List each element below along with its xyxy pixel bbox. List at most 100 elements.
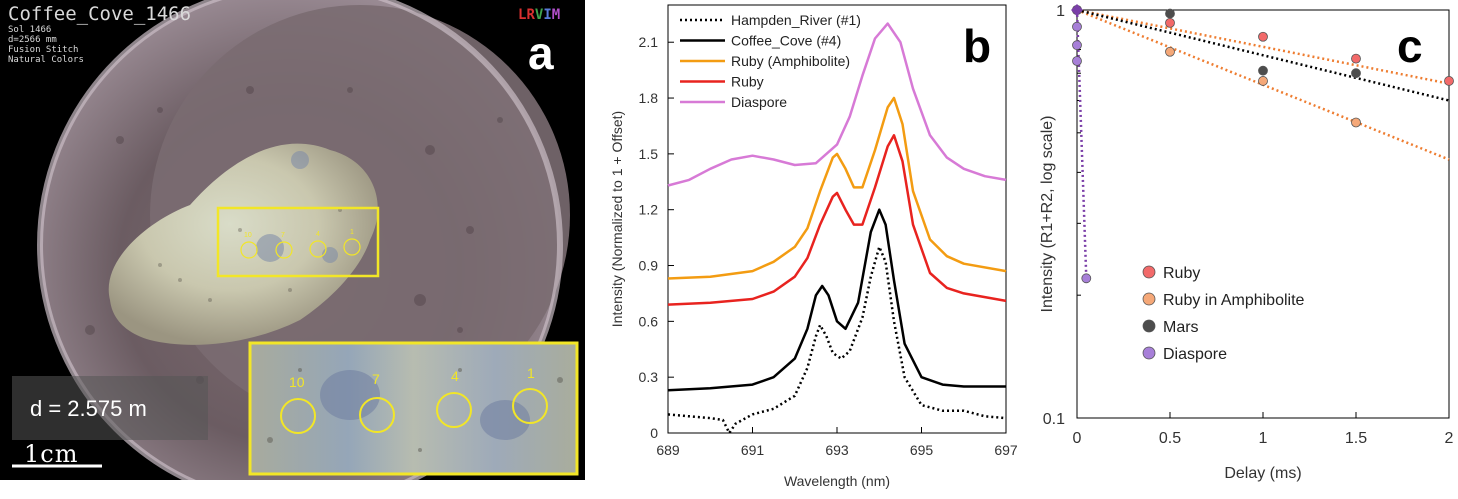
inset-point-4 xyxy=(436,392,472,428)
scale-label: 1cm xyxy=(24,440,79,468)
box-point-10 xyxy=(240,241,258,259)
legend-marker-c xyxy=(1142,265,1156,279)
mosaic-photo: 10 7 4 1 10 7 4 1 xyxy=(12,0,579,480)
distance-label-bg xyxy=(12,376,208,440)
logo-letter: I xyxy=(543,7,552,23)
data-point-c xyxy=(1165,8,1175,19)
plot-frame-b xyxy=(667,4,1007,434)
inset-point-7 xyxy=(359,397,395,433)
image-title: Coffee_Cove_1466 xyxy=(8,3,192,25)
x-tick-label-c: 2 xyxy=(1445,430,1454,447)
logo-letter: L xyxy=(518,7,527,23)
inset-point-label: 7 xyxy=(372,371,380,387)
y-tick-label-b: 0.9 xyxy=(639,258,659,274)
data-point-c xyxy=(1351,53,1361,64)
inset-point-1 xyxy=(512,388,548,424)
data-point-c xyxy=(1072,21,1082,32)
data-point-c xyxy=(1072,5,1082,15)
x-tick-label-b: 693 xyxy=(825,442,849,458)
legend-label-c: Mars xyxy=(1163,319,1199,336)
y-axis-label-c: Intensity (R1+R2, log scale) xyxy=(1039,116,1056,313)
box-point-7 xyxy=(275,241,293,259)
legend-label-c: Diaspore xyxy=(1163,346,1227,363)
series-line-b xyxy=(667,208,1006,392)
data-point-c xyxy=(1072,5,1082,15)
data-point-c xyxy=(1258,65,1268,76)
box-point-label: 4 xyxy=(316,231,320,238)
series-line-b xyxy=(667,245,1007,435)
logo-letter: R xyxy=(526,7,535,23)
plot-frame-c xyxy=(1076,9,1450,419)
data-point-c xyxy=(1258,76,1268,86)
inset-point-10 xyxy=(280,398,316,434)
box-point-label: 1 xyxy=(350,229,354,236)
trendline-c xyxy=(1075,9,1088,279)
info-distance: d=2566 mm xyxy=(8,35,57,45)
data-point-c xyxy=(1072,56,1082,66)
y-tick-label-b: 1.2 xyxy=(639,202,659,218)
y-tick-label-b: 0 xyxy=(650,425,658,441)
legend-label-b: Hampden_River (#1) xyxy=(731,12,861,28)
legend-marker-c xyxy=(1142,292,1156,306)
trendline-c xyxy=(1076,8,1450,102)
legend-marker-c xyxy=(1142,346,1156,360)
legend-label-c: Ruby in Amphibolite xyxy=(1163,292,1305,309)
inset-point-label: 10 xyxy=(289,374,305,390)
box-point-4 xyxy=(309,240,327,258)
y-axis-label-b: Intensity (Normalized to 1 + Offset) xyxy=(609,111,625,327)
panel-label-a: a xyxy=(528,27,554,79)
distance-label: d = 2.575 m xyxy=(30,396,147,421)
y-tick-label-b: 0.3 xyxy=(639,369,659,385)
x-tick-label-b: 695 xyxy=(910,442,934,458)
inset-zoom xyxy=(250,343,577,474)
data-point-c xyxy=(1351,68,1361,79)
data-point-c xyxy=(1072,5,1082,15)
y-tick-label-b: 2.1 xyxy=(639,34,659,50)
box-point-1 xyxy=(343,238,361,256)
data-point-c xyxy=(1351,117,1361,128)
y-tick-label-c: 0.1 xyxy=(1043,411,1065,428)
legend-label-b: Ruby (Amphibolite) xyxy=(731,53,850,69)
box-point-label: 7 xyxy=(281,232,285,239)
legend-label-c: Ruby xyxy=(1163,265,1200,282)
legend-label-b: Ruby xyxy=(731,74,764,90)
x-tick-label-b: 691 xyxy=(741,442,765,458)
x-axis-label-b: Wavelength (nm) xyxy=(784,473,890,489)
data-point-c xyxy=(1081,273,1092,284)
info-mode: Fusion Stitch xyxy=(8,45,79,55)
panel-a-image: 10 7 4 1 10 7 4 1 Coffe xyxy=(0,0,585,480)
y-tick-label-b: 0.6 xyxy=(639,313,659,329)
x-tick-label-c: 0 xyxy=(1073,430,1082,447)
logo-letter: M xyxy=(551,7,561,23)
image-info: Sol 1466 d=2566 mm Fusion Stitch Natural… xyxy=(8,25,84,65)
legend-label-b: Diaspore xyxy=(731,94,787,110)
panel-label-c: c xyxy=(1397,20,1423,72)
data-point-c xyxy=(1165,17,1175,28)
x-axis-label-c: Delay (ms) xyxy=(1224,465,1301,482)
data-point-c xyxy=(1258,31,1268,42)
series-line-b xyxy=(667,96,1007,280)
legend-marker-c xyxy=(1142,319,1156,333)
origin-marker-c xyxy=(1071,4,1083,16)
series-line-b xyxy=(667,134,1007,306)
logo-letter: V xyxy=(534,7,544,23)
legend-label-b: Coffee_Cove (#4) xyxy=(731,33,841,49)
selection-box xyxy=(216,206,380,278)
y-tick-label-c: 1 xyxy=(1056,3,1065,20)
info-color: Natural Colors xyxy=(8,55,84,65)
x-tick-label-b: 689 xyxy=(656,442,680,458)
inset-point-label: 4 xyxy=(451,368,459,384)
series-line-b xyxy=(667,22,1007,187)
panel-label-b: b xyxy=(963,20,991,72)
lrvim-logo: LRVIM xyxy=(518,7,560,23)
x-tick-label-c: 0.5 xyxy=(1159,430,1181,447)
box-point-label: 10 xyxy=(244,232,252,239)
info-sol: Sol 1466 xyxy=(8,25,52,35)
data-point-c xyxy=(1444,76,1454,86)
x-tick-label-b: 697 xyxy=(994,442,1018,458)
trendline-c xyxy=(1076,8,1450,85)
x-tick-label-c: 1.5 xyxy=(1345,430,1367,447)
x-tick-label-c: 1 xyxy=(1259,430,1268,447)
inset-point-label: 1 xyxy=(527,365,535,381)
data-point-c xyxy=(1072,5,1082,15)
